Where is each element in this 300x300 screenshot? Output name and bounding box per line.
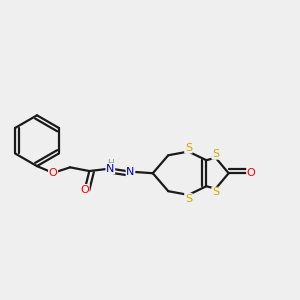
Text: S: S [212,149,219,159]
Text: S: S [185,143,192,153]
Text: O: O [49,168,58,178]
Text: N: N [126,167,135,177]
Text: H: H [107,158,114,167]
Text: O: O [247,168,256,178]
Text: S: S [212,188,219,197]
Text: N: N [106,164,115,174]
Text: O: O [80,184,89,195]
Text: S: S [185,194,192,204]
